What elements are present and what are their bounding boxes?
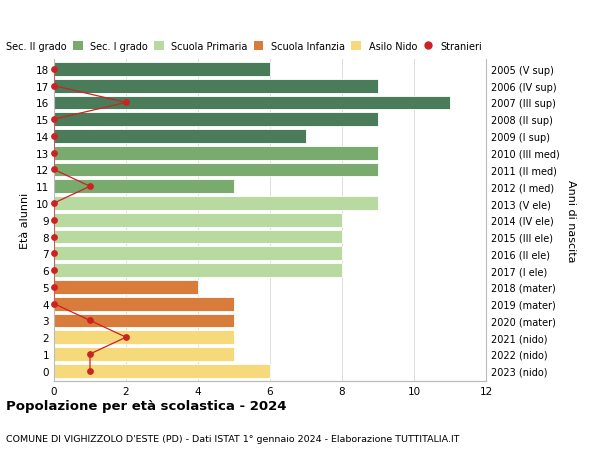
Point: [85, 183, 95, 190]
Point: [49, 83, 59, 90]
Point: [49, 250, 59, 257]
Bar: [54, 146, 378, 160]
Point: [49, 66, 59, 73]
Bar: [54, 113, 378, 127]
Text: COMUNE DI VIGHIZZOLO D'ESTE (PD) - Dati ISTAT 1° gennaio 2024 - Elaborazione TUT: COMUNE DI VIGHIZZOLO D'ESTE (PD) - Dati …: [6, 434, 460, 443]
Bar: [54, 314, 234, 328]
Point: [85, 367, 95, 375]
Y-axis label: Anni di nascita: Anni di nascita: [566, 179, 576, 262]
Bar: [54, 96, 450, 110]
Point: [49, 284, 59, 291]
Point: [49, 116, 59, 123]
Bar: [54, 297, 234, 311]
Point: [85, 317, 95, 325]
Bar: [54, 230, 342, 244]
Point: [49, 167, 59, 174]
Bar: [54, 280, 198, 294]
Bar: [54, 247, 342, 261]
Point: [49, 267, 59, 274]
Bar: [54, 180, 234, 194]
Point: [49, 133, 59, 140]
Point: [49, 300, 59, 308]
Bar: [54, 130, 306, 144]
Bar: [54, 197, 378, 210]
Y-axis label: Età alunni: Età alunni: [20, 192, 31, 248]
Point: [121, 100, 131, 107]
Point: [49, 233, 59, 241]
Point: [49, 150, 59, 157]
Bar: [54, 163, 378, 177]
Legend: Sec. II grado, Sec. I grado, Scuola Primaria, Scuola Infanzia, Asilo Nido, Stran: Sec. II grado, Sec. I grado, Scuola Prim…: [0, 42, 482, 51]
Bar: [54, 330, 234, 344]
Text: Popolazione per età scolastica - 2024: Popolazione per età scolastica - 2024: [6, 399, 287, 412]
Bar: [54, 79, 378, 93]
Bar: [54, 63, 270, 77]
Bar: [54, 213, 342, 227]
Point: [49, 200, 59, 207]
Point: [85, 351, 95, 358]
Point: [49, 217, 59, 224]
Bar: [54, 364, 270, 378]
Bar: [54, 263, 342, 277]
Point: [121, 334, 131, 341]
Bar: [54, 347, 234, 361]
